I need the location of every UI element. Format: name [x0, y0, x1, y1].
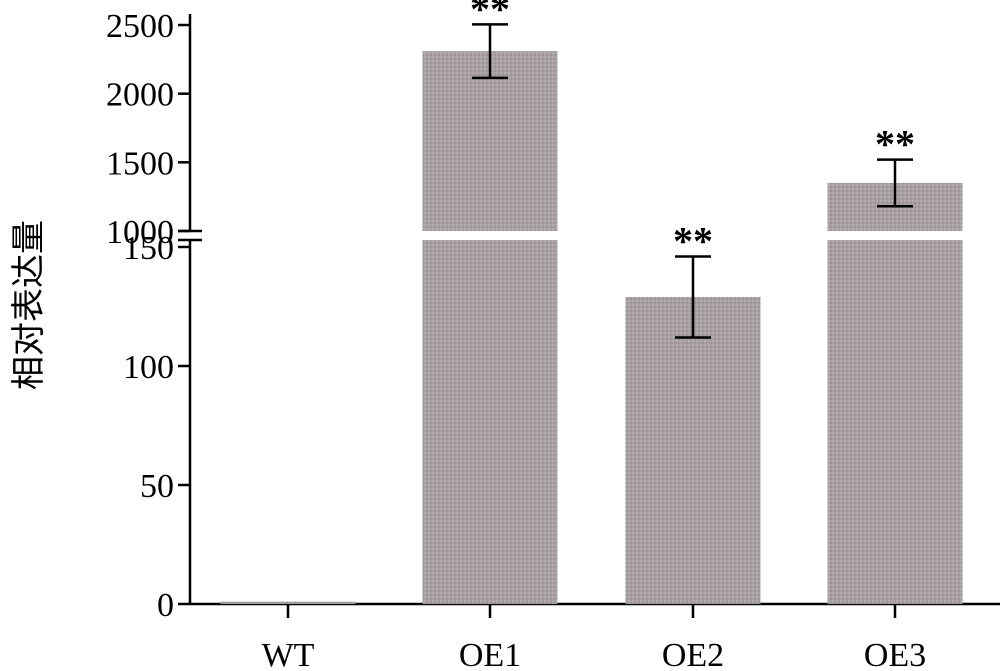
bar: [625, 296, 761, 604]
y-tick-label: 150: [123, 230, 174, 267]
bars: [220, 51, 963, 604]
x-tick-label: OE1: [459, 637, 521, 671]
y-tick-label: 0: [157, 587, 174, 624]
y-axis-label: 相对表达量: [9, 220, 49, 390]
y-tick-label: 1500: [106, 145, 174, 182]
x-tick-label: OE3: [864, 637, 926, 671]
y-tick-label: 100: [123, 349, 174, 386]
bar: [220, 601, 356, 604]
bar: [827, 240, 963, 604]
y-tick-label: 2500: [106, 8, 174, 45]
x-tick-label: WT: [262, 637, 315, 671]
error-bars: [472, 23, 913, 339]
x-tick-label: OE2: [662, 637, 724, 671]
bar: [422, 51, 558, 231]
y-tick-label: 2000: [106, 77, 174, 114]
y-tick-label: 1000: [106, 214, 174, 251]
significance-label: **: [875, 122, 915, 167]
significance-label: **: [470, 0, 510, 31]
significance-label: **: [673, 219, 713, 264]
y-tick-label: 50: [140, 468, 174, 505]
bar: [422, 240, 558, 604]
